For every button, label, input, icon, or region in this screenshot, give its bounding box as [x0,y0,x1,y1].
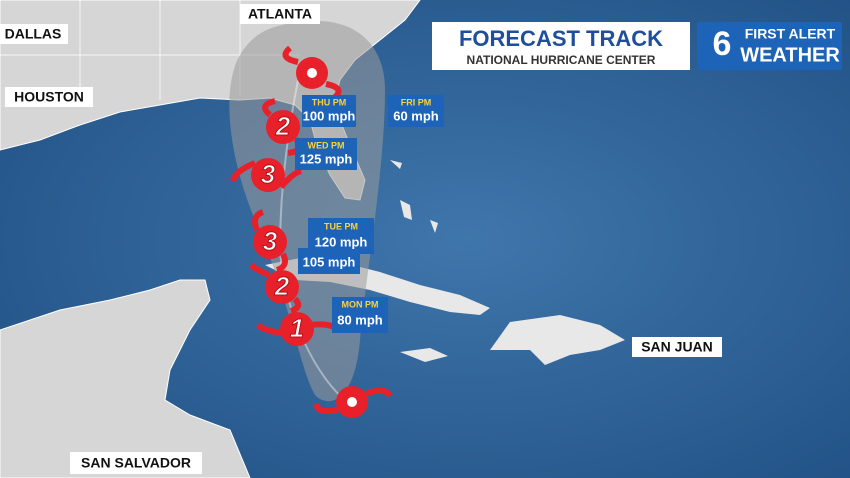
forecast-speed: 105 mph [303,254,356,269]
city-box [5,87,93,107]
category-number: 3 [261,159,276,189]
logo-line1: FIRST ALERT [745,26,836,42]
city-label: SAN JUAN [641,339,713,355]
hurricane-icon [230,158,302,192]
land-central-america [0,279,251,478]
logo-box [697,22,842,70]
category-number: 2 [275,111,291,141]
header-subtitle: National Hurricane Center [467,53,656,67]
forecast-speed: 125 mph [300,151,353,166]
forecast-day: FRI PM [401,97,432,107]
forecast-day: THU PM [312,97,347,107]
category-number: 1 [290,313,304,343]
city-box [0,24,68,44]
city-box [632,337,722,357]
logo-number: 6 [713,25,732,63]
forecast-box [388,95,444,127]
forecast-box [332,297,388,333]
city-label: DALLAS [5,26,62,42]
header-title: FORECAST TRACK [459,26,663,51]
city-label: ATLANTA [248,6,312,22]
forecast-speed: 100 mph [303,108,356,123]
forecast-day: MON PM [342,299,379,309]
city-label: HOUSTON [14,89,84,105]
forecast-box [308,218,374,254]
forecast-box [302,95,356,127]
forecast-speed: 120 mph [315,234,368,249]
category-number: 3 [263,226,278,256]
city-box [240,4,320,24]
forecast-day: TUE PM [324,221,358,231]
forecast-day: WED PM [308,140,345,150]
category-number: 2 [274,271,290,301]
city-box [70,452,202,474]
hurricane-icon [313,386,393,418]
land-hispaniola [490,315,625,365]
state-borders [0,0,300,100]
hurricane-icon [252,209,288,273]
forecast-box [295,138,357,170]
hurricane-icon [248,262,302,314]
header-box [432,22,690,70]
land-jamaica [400,348,448,362]
land-bahamas [390,160,438,233]
city-label: SAN SALVADOR [81,455,191,471]
forecast-speed: 60 mph [393,108,439,123]
forecast-speed: 80 mph [337,312,383,327]
logo-line2: WEATHER [740,44,840,66]
